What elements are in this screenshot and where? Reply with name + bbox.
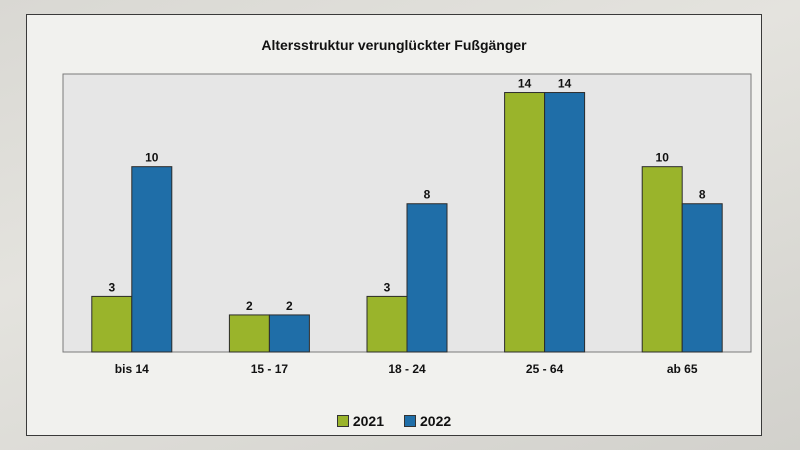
data-label-2021-2: 3 — [384, 280, 391, 294]
data-label-2021-0: 3 — [108, 280, 115, 294]
legend-item-2022: 2022 — [404, 413, 451, 429]
x-tick-label-4: ab 65 — [667, 362, 698, 376]
legend-item-2021: 2021 — [336, 413, 384, 429]
bar-2021-3 — [504, 92, 546, 353]
bar-2021-4 — [641, 166, 683, 353]
data-label-2022-0: 10 — [145, 151, 159, 165]
bar-2022-2 — [406, 203, 448, 353]
data-label-2021-4: 10 — [656, 151, 670, 165]
legend-swatch-2021 — [336, 415, 349, 427]
bar-2021-1 — [228, 314, 270, 353]
data-label-2021-3: 14 — [518, 77, 532, 91]
x-tick-label-0: bis 14 — [115, 362, 149, 376]
legend-label-2021: 2021 — [352, 413, 384, 429]
x-tick-label-2: 18 - 24 — [388, 362, 426, 376]
data-label-2022-1: 2 — [286, 299, 293, 313]
bar-2021-2 — [366, 295, 408, 353]
bar-chart: 3 10 bis 14 2 2 15 - 17 3 8 18 - 24 14 14 25 - 64 10… — [62, 73, 752, 376]
bar-2022-3 — [544, 92, 586, 353]
legend-label-2022: 2022 — [420, 413, 452, 429]
chart-frame: Altersstruktur verunglückter Fußgänger 3… — [26, 14, 762, 436]
data-label-2022-4: 8 — [699, 188, 706, 202]
data-label-2021-1: 2 — [246, 299, 253, 313]
legend: 2021 2022 — [27, 413, 761, 429]
data-label-2022-2: 8 — [424, 188, 431, 202]
x-tick-label-3: 25 - 64 — [526, 362, 564, 376]
bar-2022-0 — [131, 166, 173, 353]
bar-2022-4 — [681, 203, 723, 353]
chart-title: Altersstruktur verunglückter Fußgänger — [261, 37, 527, 53]
bar-2022-1 — [268, 314, 310, 353]
x-tick-label-1: 15 - 17 — [251, 362, 289, 376]
legend-swatch-2022 — [404, 415, 416, 427]
bar-2021-0 — [91, 295, 133, 353]
data-label-2022-3: 14 — [558, 77, 572, 91]
